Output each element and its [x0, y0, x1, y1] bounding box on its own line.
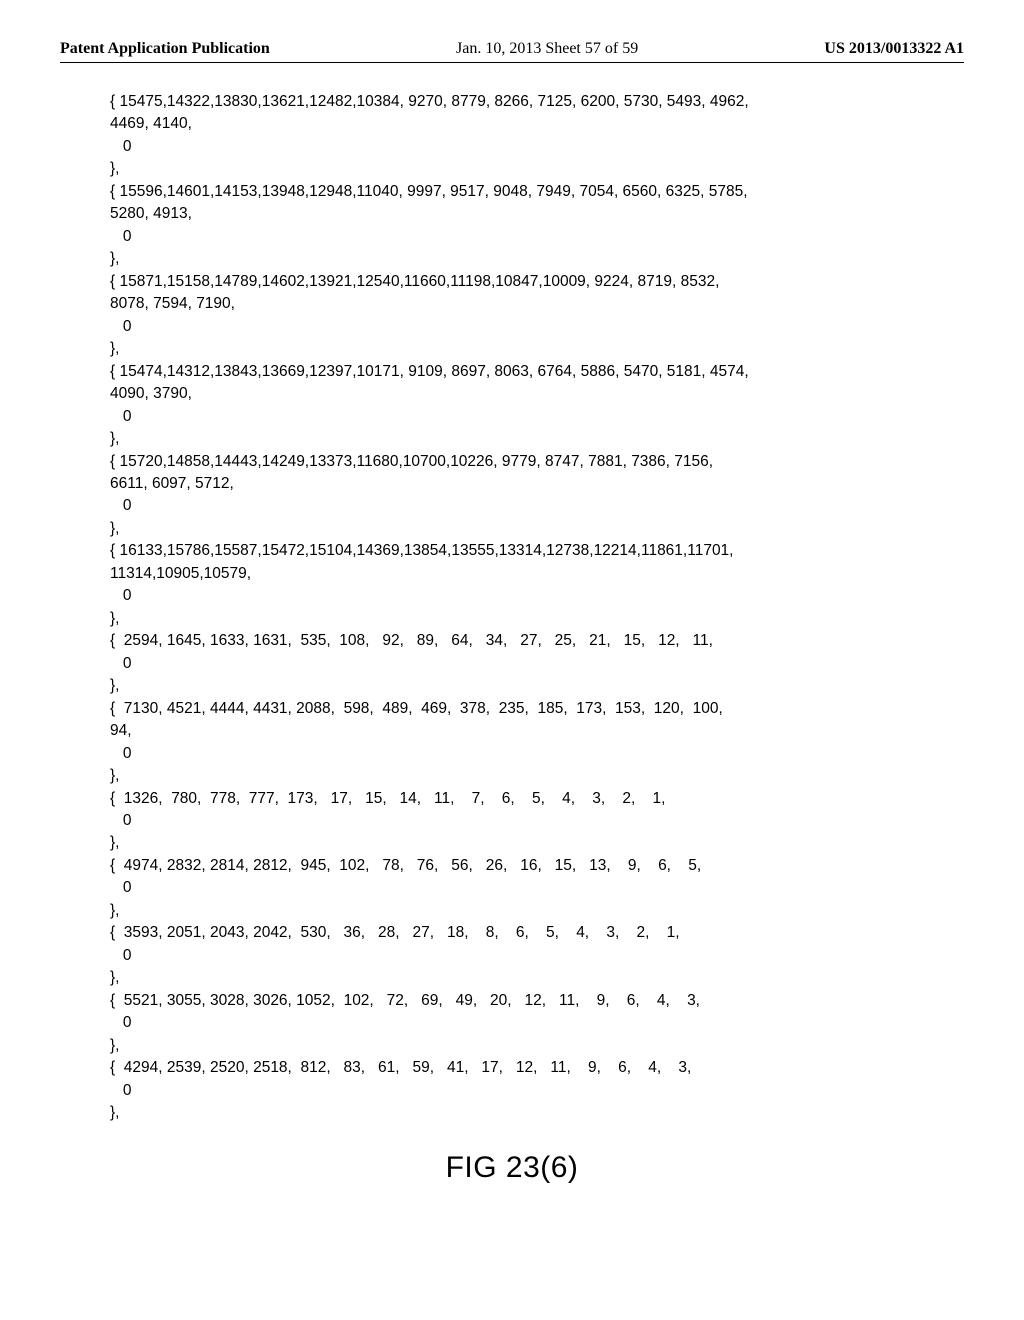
- figure-label: FIG 23(6): [60, 1151, 964, 1185]
- publication-label: Patent Application Publication: [60, 40, 270, 58]
- patent-page: Patent Application Publication Jan. 10, …: [0, 0, 1024, 1215]
- page-header: Patent Application Publication Jan. 10, …: [60, 40, 964, 63]
- sheet-date: Jan. 10, 2013 Sheet 57 of 59: [270, 40, 825, 58]
- publication-number: US 2013/0013322 A1: [824, 40, 964, 58]
- code-listing: { 15475,14322,13830,13621,12482,10384, 9…: [110, 91, 944, 1125]
